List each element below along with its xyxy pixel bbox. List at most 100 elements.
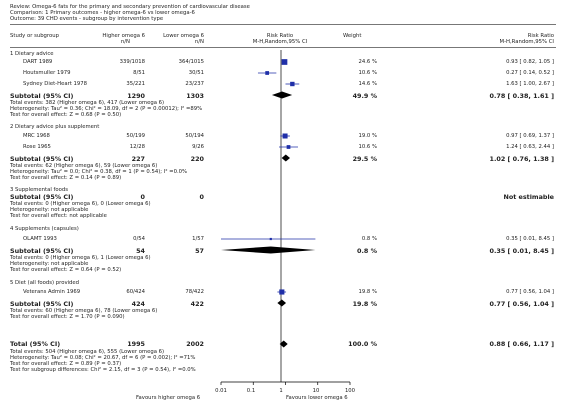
subtotal-lower: 57	[195, 247, 204, 255]
study-ci: 1.63 [ 1.00, 2.67 ]	[506, 81, 554, 87]
total-weight: 100.0 %	[348, 340, 377, 348]
subtotal-label: Subtotal (95% CI)	[10, 155, 74, 163]
subtotal-ci: Not estimable	[503, 193, 554, 201]
study-higher: 35/221	[126, 81, 145, 87]
note: Test for overall effect: Z = 0.14 (P = 0…	[10, 175, 122, 181]
subtotal-ci: 1.02 [ 0.76, 1.38 ]	[489, 155, 554, 163]
study-weight: 10.6 %	[358, 70, 377, 76]
study-weight: 19.0 %	[358, 133, 377, 139]
study-lower: 364/1015	[178, 59, 204, 65]
note: Test for subgroup differences: Chi² = 2.…	[10, 367, 196, 373]
study-weight: 0.8 %	[361, 236, 377, 242]
note: Test for overall effect: Z = 0.68 (P = 0…	[10, 112, 122, 118]
subtotal-label: Subtotal (95% CI)	[10, 92, 74, 100]
group-title: 3 Supplemental foods	[10, 187, 68, 193]
study-lower: 1/57	[192, 236, 204, 242]
column-header-rule	[10, 47, 556, 48]
study-name: Rose 1965	[23, 144, 51, 150]
note: Total events: 382 (Higher omega 6), 417 …	[10, 100, 165, 106]
pooled-diamond	[277, 299, 287, 307]
study-lower: 30/51	[188, 70, 204, 76]
total-higher: 1995	[127, 340, 145, 348]
study-ci: 0.93 [ 0.82, 1.05 ]	[506, 59, 554, 65]
note: Heterogeneity: Tau² = 0.08; Chi² = 20.67…	[10, 355, 196, 361]
subtotal-ci: 0.78 [ 0.38, 1.61 ]	[489, 92, 554, 100]
col-lower-n: n/N	[194, 39, 204, 45]
study-ci: 0.77 [ 0.56, 1.04 ]	[506, 289, 554, 295]
subtotal-label: Subtotal (95% CI)	[10, 247, 74, 255]
study-marker	[265, 71, 270, 75]
subtotal-lower: 422	[190, 300, 204, 308]
note: Test for overall effect: Z = 0.64 (P = 0…	[10, 267, 122, 273]
study-lower: 9/26	[192, 144, 204, 150]
subtotal-higher: 227	[131, 155, 145, 163]
study-marker	[286, 145, 291, 149]
study-marker	[290, 81, 295, 87]
col-rr2: Risk Ratio	[527, 33, 554, 39]
subtotal-weight: 0.8 %	[357, 247, 377, 255]
study-weight: 14.6 %	[358, 81, 377, 87]
outcome-title: Outcome: 39 CHD events - subgroup by int…	[10, 16, 164, 22]
study-marker	[269, 237, 272, 241]
subtotal-label: Subtotal (95% CI)	[10, 193, 74, 201]
note: Heterogeneity: not applicable	[10, 261, 89, 267]
study-name: DART 1989	[23, 59, 53, 65]
study-ci: 1.24 [ 0.63, 2.44 ]	[506, 144, 554, 150]
header-rule	[10, 24, 556, 25]
note: Test for overall effect: Z = 1.70 (P = 0…	[10, 314, 125, 320]
pooled-diamond	[281, 154, 291, 162]
study-higher: 12/28	[129, 144, 145, 150]
pooled-diamond	[271, 91, 293, 99]
note: Total events: 0 (Higher omega 6), 1 (Low…	[10, 255, 151, 261]
study-higher: 60/424	[126, 289, 145, 295]
subtotal-lower: 1303	[186, 92, 204, 100]
note: Heterogeneity: not applicable	[10, 207, 89, 213]
axis-tick-label: 0.1	[246, 388, 256, 394]
subtotal-weight: 29.5 %	[352, 155, 377, 163]
note: Test for overall effect: Z = 0.89 (P = 0…	[10, 361, 122, 367]
subtotal-lower: 0	[199, 193, 204, 201]
axis-tick-label: 100	[344, 388, 356, 394]
note: Heterogeneity: Tau² = 0.36; Chi² = 18.09…	[10, 106, 203, 112]
study-ci: 0.97 [ 0.69, 1.37 ]	[506, 133, 554, 139]
comparison-title: Comparison: 1 Primary outcomes - higher …	[10, 10, 195, 16]
col-rr: Risk Ratio	[266, 33, 294, 39]
study-name: Veterans Admin 1969	[23, 289, 81, 295]
col-rr-method: M-H,Random,95% CI	[252, 39, 308, 45]
study-name: Houtsmuller 1979	[23, 70, 71, 76]
subtotal-label: Subtotal (95% CI)	[10, 300, 74, 308]
total-ci: 0.88 [ 0.66, 1.17 ]	[489, 340, 554, 348]
col-rr2-method: M-H,Random,95% CI	[499, 39, 554, 45]
study-marker	[282, 133, 288, 139]
pooled-diamond	[279, 340, 288, 348]
group-title: 1 Dietary advice	[10, 51, 54, 57]
study-higher: 8/51	[133, 70, 145, 76]
study-lower: 50/194	[185, 133, 204, 139]
subtotal-lower: 220	[190, 155, 204, 163]
axis-tick-label: 0.01	[215, 388, 227, 394]
study-name: OLAMT 1993	[23, 236, 57, 242]
note: Total events: 504 (Higher omega 6), 555 …	[10, 349, 165, 355]
group-title: 5 Diet (all foods) provided	[10, 280, 80, 286]
subtotal-higher: 54	[136, 247, 145, 255]
study-weight: 19.8 %	[358, 289, 377, 295]
note: Test for overall effect: not applicable	[10, 213, 107, 219]
study-higher: 0/54	[133, 236, 145, 242]
study-marker	[279, 289, 285, 295]
note: Total events: 0 (Higher omega 6), 0 (Low…	[10, 201, 151, 207]
pooled-diamond	[221, 246, 316, 254]
subtotal-ci: 0.35 [ 0.01, 8.45 ]	[489, 247, 554, 255]
note: Total events: 62 (Higher omega 6), 59 (L…	[10, 163, 158, 169]
col-weight: Weight	[343, 33, 362, 39]
subtotal-higher: 424	[131, 300, 145, 308]
col-higher: Higher omega 6	[102, 33, 145, 39]
study-weight: 24.6 %	[358, 59, 377, 65]
study-lower: 78/422	[185, 289, 204, 295]
study-ci: 0.35 [ 0.01, 8.45 ]	[506, 236, 554, 242]
subtotal-higher: 1290	[127, 92, 145, 100]
study-marker	[281, 59, 288, 65]
note: Total events: 60 (Higher omega 6), 78 (L…	[10, 308, 158, 314]
subtotal-ci: 0.77 [ 0.56, 1.04 ]	[489, 300, 554, 308]
subtotal-weight: 49.9 %	[352, 92, 377, 100]
